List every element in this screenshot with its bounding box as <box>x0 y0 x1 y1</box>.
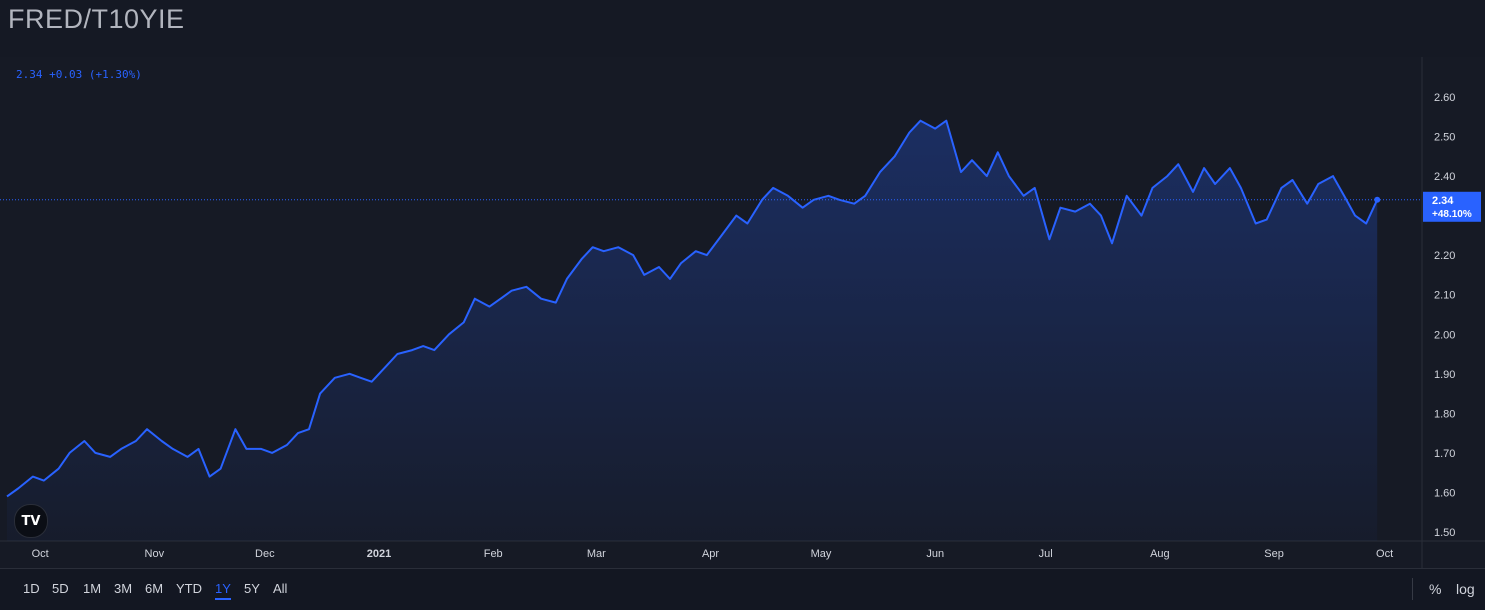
bottom-toolbar: 1D 5D 1M 3M 6M YTD 1Y 5Y All % log <box>0 568 1485 610</box>
x-tick-label: Oct <box>32 548 49 560</box>
x-tick-label: Jul <box>1039 548 1053 560</box>
range-button-3m[interactable]: 3M <box>114 581 133 596</box>
x-tick-label: Aug <box>1150 548 1170 560</box>
last-price-value: 2.34 <box>1432 195 1454 207</box>
x-tick-label: Nov <box>145 548 165 560</box>
range-button-5d[interactable]: 5D <box>52 581 69 596</box>
range-button-1y[interactable]: 1Y <box>215 581 231 600</box>
y-tick-label: 2.60 <box>1434 92 1455 104</box>
x-tick-label: Jun <box>926 548 944 560</box>
range-button-1d[interactable]: 1D <box>23 581 40 596</box>
range-button-5y[interactable]: 5Y <box>244 581 260 596</box>
tradingview-logo[interactable]: TV <box>14 504 48 538</box>
legend-price-change: 2.34 +0.03 (+1.30%) <box>16 68 142 81</box>
range-button-ytd[interactable]: YTD <box>176 581 202 596</box>
y-tick-label: 1.60 <box>1434 487 1455 499</box>
y-tick-label: 2.00 <box>1434 329 1455 341</box>
symbol-title: FRED/T10YIE <box>8 4 185 34</box>
y-tick-label: 2.50 <box>1434 132 1455 144</box>
last-price-change: +48.10% <box>1432 209 1472 220</box>
log-scale-button[interactable]: log <box>1456 581 1475 597</box>
percent-scale-button[interactable]: % <box>1429 581 1442 597</box>
y-tick-label: 2.10 <box>1434 290 1455 302</box>
toolbar-divider <box>1412 578 1413 600</box>
x-tick-label: May <box>811 548 832 560</box>
x-tick-label: Dec <box>255 548 275 560</box>
y-tick-label: 1.80 <box>1434 408 1455 420</box>
range-button-1m[interactable]: 1M <box>83 581 102 596</box>
y-tick-label: 2.20 <box>1434 250 1455 262</box>
area-fill <box>7 120 1378 541</box>
price-chart[interactable]: 2.602.502.402.302.202.102.001.901.801.70… <box>0 57 1485 568</box>
last-point-dot <box>1374 196 1381 203</box>
y-tick-label: 1.90 <box>1434 369 1455 381</box>
series-line <box>6 119 1379 498</box>
y-tick-label: 1.70 <box>1434 448 1455 460</box>
x-tick-label: Oct <box>1376 548 1393 560</box>
y-tick-label: 1.50 <box>1434 527 1455 539</box>
x-tick-label: Apr <box>702 548 719 560</box>
x-tick-label: Feb <box>484 548 503 560</box>
x-tick-label: Mar <box>587 548 606 560</box>
y-tick-label: 2.40 <box>1434 171 1455 183</box>
x-tick-label: 2021 <box>367 548 391 560</box>
range-button-all[interactable]: All <box>273 581 288 596</box>
range-button-6m[interactable]: 6M <box>145 581 164 596</box>
x-tick-label: Sep <box>1264 548 1284 560</box>
header-bar: FRED/T10YIE <box>0 0 1485 57</box>
last-price-badge <box>1423 191 1481 222</box>
